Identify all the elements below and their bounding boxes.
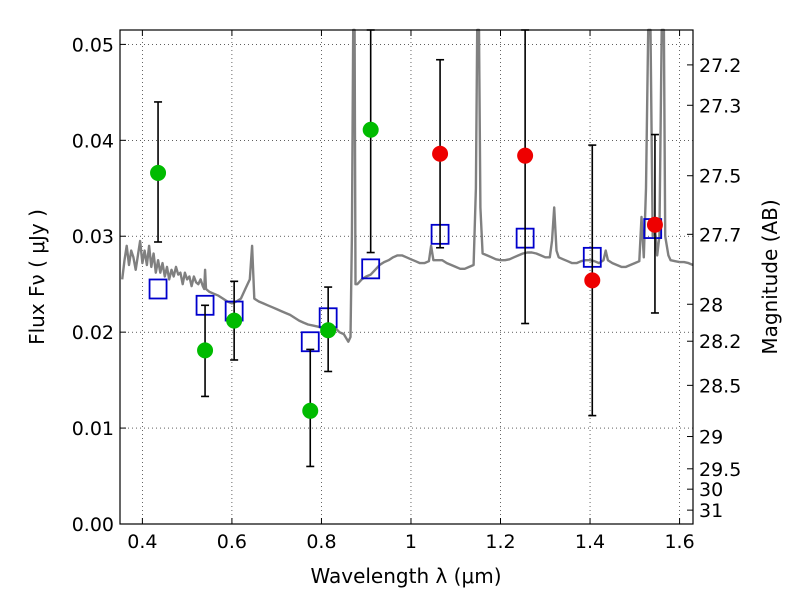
mag-tick-label: 27.7 [699, 224, 741, 246]
x-tick-label: 1 [405, 531, 417, 553]
mag-tick-label: 30 [699, 479, 723, 501]
plot-frame [119, 29, 694, 525]
data-points-layer [150, 121, 663, 419]
green-data-point [226, 312, 243, 329]
mag-tick-label: 28 [699, 294, 723, 316]
y-tick-label: 0.01 [72, 418, 114, 440]
model-square-point [361, 258, 381, 280]
x-tick-label: 1.6 [664, 531, 694, 553]
green-data-point [197, 342, 214, 359]
green-data-point [150, 164, 167, 181]
x-axis-label: Wavelength λ (μm) [310, 564, 501, 588]
red-data-point [517, 147, 534, 164]
mag-tick-label: 29.5 [699, 459, 741, 481]
x-tick-label: 1.4 [575, 531, 605, 553]
x-tick-label: 0.4 [127, 531, 157, 553]
x-tick-label: 0.6 [217, 531, 247, 553]
mag-tick-label: 31 [699, 500, 723, 522]
green-data-point [302, 402, 319, 419]
error-bars-layer [154, 29, 659, 468]
mag-tick-label: 28.5 [699, 375, 741, 397]
mag-tick-label: 27.2 [699, 55, 741, 77]
y-axis-label: Flux Fν ( μJy ) [25, 209, 49, 345]
mag-tick-label: 28.2 [699, 331, 741, 353]
y-tick-label: 0.02 [72, 322, 114, 344]
sed-model-line [121, 28, 694, 343]
mag-tick-label: 29 [699, 427, 723, 449]
y-tick-label: 0.03 [72, 226, 114, 248]
x-tick-label: 0.8 [306, 531, 336, 553]
tick-labels: 0.4 0.6 0.8 1 1.2 1.4 1.6 0.00 0.01 0.02 0.03 0.04 0… [72, 34, 742, 553]
x-tick-label: 1.2 [485, 531, 515, 553]
red-data-point [584, 272, 601, 289]
red-data-point [432, 145, 449, 162]
mag-tick-label: 27.5 [699, 166, 741, 188]
y-tick-label: 0.05 [72, 34, 114, 56]
y2-axis-label: Magnitude (AB) [758, 199, 782, 354]
model-line-layer [121, 28, 694, 343]
green-data-point [320, 322, 337, 339]
model-square-point [148, 278, 168, 300]
y-tick-label: 0.00 [72, 514, 114, 536]
mag-tick-label: 27.3 [699, 95, 741, 117]
red-data-point [646, 216, 663, 233]
green-data-point [362, 121, 379, 138]
y-tick-label: 0.04 [72, 130, 114, 152]
